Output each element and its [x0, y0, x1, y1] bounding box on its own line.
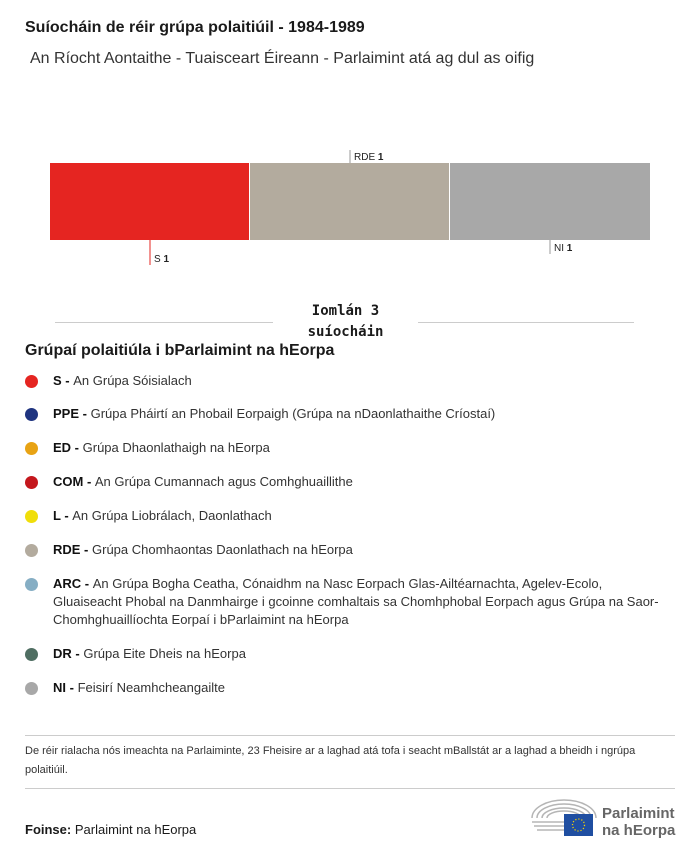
legend-name: An Grúpa Bogha Ceatha, Cónaidhm na Nasc …	[53, 576, 659, 627]
legend-item-dr: DR - Grúpa Eite Dheis na hEorpa	[25, 645, 665, 663]
svg-text:na hEorpa: na hEorpa	[602, 822, 676, 838]
divider	[418, 322, 634, 323]
legend-item-l: L - An Grúpa Liobrálach, Daonlathach	[25, 507, 665, 525]
legend-dot-icon	[25, 510, 38, 523]
legend-text: COM - An Grúpa Cumannach agus Comhghuail…	[53, 473, 665, 491]
legend-name: An Grúpa Cumannach agus Comhghuaillithe	[94, 474, 353, 489]
bar-label-RDE: RDE 1	[354, 152, 384, 163]
source: Foinse: Parlaimint na hEorpa	[25, 822, 196, 837]
legend-code: DR -	[53, 646, 84, 661]
legend-name: An Grúpa Liobrálach, Daonlathach	[72, 508, 272, 523]
legend-name: Grúpa Pháirtí an Phobail Eorpaigh (Grúpa…	[90, 406, 496, 421]
legend-name: Grúpa Eite Dheis na hEorpa	[83, 646, 246, 661]
legend-text: L - An Grúpa Liobrálach, Daonlathach	[53, 507, 665, 525]
divider	[55, 322, 273, 323]
legend-dot-icon	[25, 682, 38, 695]
legend-code: L -	[53, 508, 73, 523]
bar-NI	[450, 163, 650, 240]
legend-item-ed: ED - Grúpa Dhaonlathaigh na hEorpa	[25, 439, 665, 457]
ep-logo: Parlaimint na hEorpa	[530, 796, 680, 839]
chart-subtitle: An Ríocht Aontaithe - Tuaisceart Éireann…	[30, 50, 535, 67]
legend-dot-icon	[25, 442, 38, 455]
chart-title: Suíocháin de réir grúpa polaitiúil - 198…	[25, 19, 365, 36]
svg-text:Parlaimint: Parlaimint	[602, 805, 675, 822]
legend-item-rde: RDE - Grúpa Chomhaontas Daonlathach na h…	[25, 541, 665, 559]
legend-text: NI - Feisirí Neamhcheangailte	[53, 679, 665, 697]
legend-item-s: S - An Grúpa Sóisialach	[25, 372, 665, 390]
legend-code: ARC -	[53, 576, 93, 591]
legend-dot-icon	[25, 408, 38, 421]
legend-code: ED -	[53, 440, 83, 455]
legend-text: RDE - Grúpa Chomhaontas Daonlathach na h…	[53, 541, 665, 559]
legend-text: ED - Grúpa Dhaonlathaigh na hEorpa	[53, 439, 665, 457]
legend-code: NI -	[53, 680, 78, 695]
divider	[25, 735, 675, 736]
legend-item-arc: ARC - An Grúpa Bogha Ceatha, Cónaidhm na…	[25, 575, 665, 629]
bar-S	[50, 163, 249, 240]
legend-dot-icon	[25, 476, 38, 489]
legend-dot-icon	[25, 578, 38, 591]
parliament-hemicycle-icon: Parlaimint na hEorpa	[531, 799, 676, 839]
bar-label-S: S 1	[154, 254, 169, 265]
bar-RDE	[250, 163, 449, 240]
bar-label-NI: NI 1	[554, 243, 573, 254]
legend-name: Feisirí Neamhcheangailte	[77, 680, 225, 695]
source-label: Foinse:	[25, 822, 72, 837]
footnote: De réir rialacha nós imeachta na Parlaim…	[25, 745, 636, 776]
legend-dot-icon	[25, 544, 38, 557]
source-value: Parlaimint na hEorpa	[74, 822, 197, 837]
legend-dot-icon	[25, 648, 38, 661]
legend-item-ni: NI - Feisirí Neamhcheangailte	[25, 679, 665, 697]
legend-text: PPE - Grúpa Pháirtí an Phobail Eorpaigh …	[53, 405, 665, 423]
legend-code: PPE -	[53, 406, 91, 421]
legend-name: Grúpa Chomhaontas Daonlathach na hEorpa	[92, 542, 353, 557]
legend-code: COM -	[53, 474, 95, 489]
legend-text: S - An Grúpa Sóisialach	[53, 372, 665, 390]
divider	[25, 788, 675, 789]
legend-name: Grúpa Dhaonlathaigh na hEorpa	[82, 440, 270, 455]
stacked-bar-chart: S 1 RDE 1 NI 1	[50, 150, 650, 265]
legend-text: ARC - An Grúpa Bogha Ceatha, Cónaidhm na…	[53, 575, 665, 629]
total-seats: Iomlán 3 suíocháin	[307, 303, 384, 340]
legend-item-ppe: PPE - Grúpa Pháirtí an Phobail Eorpaigh …	[25, 405, 665, 423]
legend-title: Grúpaí polaitiúla i bParlaimint na hEorp…	[25, 342, 335, 359]
legend-item-com: COM - An Grúpa Cumannach agus Comhghuail…	[25, 473, 665, 491]
legend-text: DR - Grúpa Eite Dheis na hEorpa	[53, 645, 665, 663]
legend-dot-icon	[25, 375, 38, 388]
legend-code: S -	[53, 373, 74, 388]
legend-name: An Grúpa Sóisialach	[73, 373, 192, 388]
legend-code: RDE -	[53, 542, 92, 557]
